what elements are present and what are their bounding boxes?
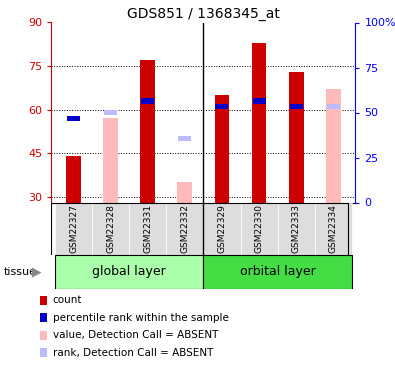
Bar (216, 104, 228, 109)
Bar (214, 95, 229, 202)
Text: ▶: ▶ (32, 266, 42, 278)
Text: rank, Detection Call = ABSENT: rank, Detection Call = ABSENT (53, 348, 213, 358)
Bar (289, 72, 304, 202)
Bar (241, 202, 278, 255)
Text: GSM22327: GSM22327 (69, 204, 78, 253)
Text: count: count (53, 295, 82, 305)
Bar (104, 110, 117, 115)
Bar (327, 104, 340, 109)
Text: GSM22332: GSM22332 (181, 204, 189, 253)
Bar (55, 255, 203, 289)
Bar (92, 202, 129, 255)
Title: GDS851 / 1368345_at: GDS851 / 1368345_at (127, 8, 280, 21)
Bar (252, 43, 267, 203)
Bar (141, 98, 154, 104)
Text: GSM22331: GSM22331 (143, 204, 152, 253)
Bar (67, 116, 80, 121)
Bar (177, 182, 192, 203)
Bar (278, 202, 315, 255)
Bar (66, 156, 81, 203)
Bar (326, 89, 340, 202)
Bar (179, 136, 191, 141)
Bar (129, 202, 166, 255)
Text: percentile rank within the sample: percentile rank within the sample (53, 313, 228, 322)
Bar (203, 202, 241, 255)
Text: GSM22334: GSM22334 (329, 204, 338, 253)
Bar (140, 60, 155, 202)
Text: orbital layer: orbital layer (240, 266, 316, 278)
Bar (55, 202, 92, 255)
Bar (203, 255, 352, 289)
Text: GSM22329: GSM22329 (218, 204, 226, 253)
Bar (290, 104, 303, 109)
Text: tissue: tissue (4, 267, 37, 277)
Bar (315, 202, 352, 255)
Bar (103, 118, 118, 202)
Text: GSM22330: GSM22330 (254, 204, 263, 253)
Text: GSM22328: GSM22328 (106, 204, 115, 253)
Text: global layer: global layer (92, 266, 166, 278)
Bar (166, 202, 203, 255)
Bar (252, 98, 265, 104)
Text: value, Detection Call = ABSENT: value, Detection Call = ABSENT (53, 330, 218, 340)
Text: GSM22333: GSM22333 (292, 204, 301, 253)
